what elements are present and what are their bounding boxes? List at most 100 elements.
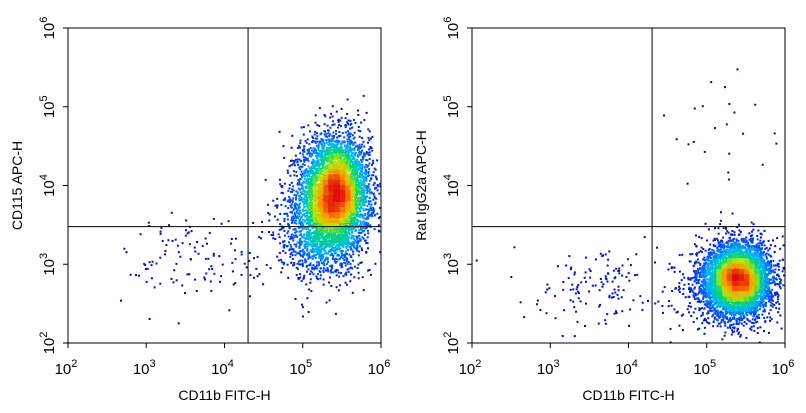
event-dot [346,222,349,225]
event-dot [308,234,311,237]
event-dot [370,177,373,180]
event-dot [350,273,353,276]
event-dot [339,156,342,159]
event-dot [304,193,307,196]
event-dot [310,244,313,247]
event-dot [349,255,352,258]
event-dot [358,208,361,211]
event-dot [354,230,357,232]
event-dot [306,206,309,209]
event-dot [298,263,301,266]
event-dot [360,186,363,189]
event-dot [316,124,319,126]
event-dot [286,245,289,247]
event-dot [168,224,170,227]
event-dot [295,274,298,277]
event-dot [350,195,353,198]
event-dot [365,152,368,155]
event-dot [309,212,312,215]
event-dot [339,142,342,145]
event-dot [320,173,323,176]
event-dot [346,164,349,167]
event-dot [368,174,370,177]
event-dot [310,188,313,191]
event-dot [351,220,353,223]
event-dot [324,153,327,156]
event-dot [352,211,355,214]
event-dot [348,218,351,221]
event-dot [313,197,316,200]
event-dot [312,193,315,195]
event-dot [357,147,360,150]
event-dot [307,152,310,155]
event-dot [331,264,334,267]
event-dot [294,204,296,207]
event-dot [322,200,324,203]
event-dot [314,197,317,200]
event-dot [344,162,347,165]
event-dot [334,240,337,243]
event-dot [327,261,330,263]
event-dot [310,214,312,217]
event-dot [323,175,326,178]
event-dot [299,250,302,253]
event-dot [299,211,302,214]
event-dot [331,230,334,233]
event-dot [325,153,328,156]
event-dot [282,241,285,244]
event-dot [294,154,297,157]
event-dot [286,171,289,174]
event-dot [294,212,296,215]
event-dot [301,192,304,195]
event-dot [281,227,284,230]
event-dot [304,209,307,212]
event-dot [313,207,316,210]
event-dot [220,222,223,225]
event-dot [313,248,316,251]
event-dot [367,208,370,211]
event-dot [181,284,184,287]
event-dot [332,170,335,172]
event-dot [343,259,346,261]
event-dot [353,227,356,230]
event-dot [344,229,347,232]
event-dot [301,264,304,267]
event-dot [307,178,310,181]
event-dot [307,217,310,220]
event-dot [342,154,344,157]
event-dot [303,220,306,223]
event-dot [325,256,328,259]
event-dot [313,183,316,186]
event-dot [328,231,330,234]
event-dot [357,151,360,154]
event-dot [311,207,314,210]
event-dot [306,238,309,240]
event-dot [374,168,377,171]
event-dot [331,217,334,220]
event-dot [295,170,298,173]
event-dot [357,207,360,210]
event-dot [148,225,151,227]
event-dot [276,204,279,207]
event-dot [314,163,317,166]
event-dot [351,267,354,270]
event-dot [322,146,325,149]
event-dot [282,245,285,248]
event-dot [367,164,370,167]
event-dot [323,247,325,250]
event-dot [359,222,362,225]
event-dot [212,217,215,220]
event-dot [377,217,380,219]
event-dot [312,264,315,267]
event-dot [366,204,369,207]
event-dot [314,150,317,152]
event-dot [318,234,321,237]
event-dot [356,197,359,200]
event-dot [352,181,355,184]
event-dot [306,170,309,173]
event-dot [288,226,291,229]
event-dot [362,152,365,155]
event-dot [321,167,324,170]
event-dot [349,177,351,180]
event-dot [349,127,352,130]
